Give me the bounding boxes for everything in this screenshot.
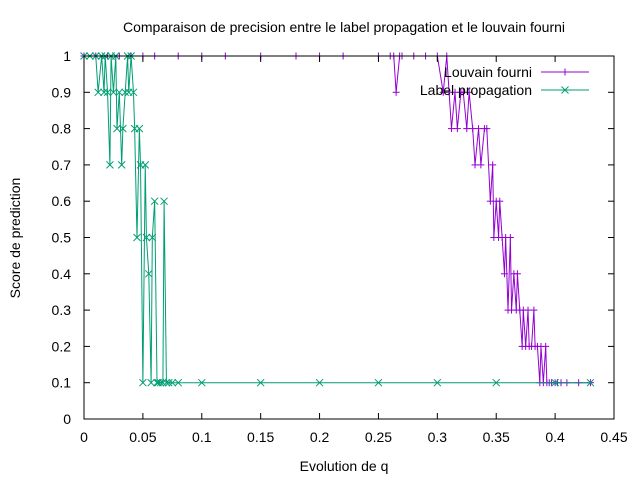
legend-marker-louvain-fourni bbox=[561, 68, 569, 76]
y-axis: 0 0.1 0.2 0.3 0.4 0.5 0.6 0.7 0.8 0.9 1 bbox=[52, 48, 614, 427]
data-point-louvain-fourni bbox=[506, 234, 514, 241]
data-point-label-propagation bbox=[197, 378, 206, 387]
data-point-label-propagation bbox=[135, 124, 144, 133]
x-tick-label: 0.3 bbox=[428, 429, 448, 445]
legend-label-louvain-fourni: Louvain fourni bbox=[444, 64, 532, 80]
y-tick-label: 1 bbox=[63, 48, 71, 64]
data-point-label-propagation bbox=[106, 161, 114, 169]
data-point-label-propagation bbox=[103, 88, 112, 97]
data-point-label-propagation bbox=[156, 378, 165, 387]
y-tick-label: 0 bbox=[63, 411, 71, 427]
data-point-label-propagation bbox=[162, 378, 171, 387]
x-tick-label: 0.35 bbox=[483, 429, 510, 445]
data-point-label-propagation bbox=[115, 88, 124, 97]
y-tick-label: 0.8 bbox=[52, 121, 72, 137]
data-point-label-propagation bbox=[100, 88, 108, 97]
data-point-label-propagation bbox=[121, 88, 130, 97]
data-point-louvain-fourni bbox=[524, 306, 532, 314]
x-tick-label: 0.05 bbox=[129, 429, 156, 445]
data-point-louvain-fourni bbox=[542, 342, 550, 350]
y-tick-label: 0.3 bbox=[52, 302, 72, 318]
x-tick-label: 0.25 bbox=[365, 429, 392, 445]
data-point-label-propagation bbox=[315, 378, 324, 387]
data-point-label-propagation bbox=[174, 378, 183, 387]
data-point-label-propagation bbox=[141, 161, 150, 169]
x-tick-label: 0.4 bbox=[545, 429, 565, 445]
data-point-label-propagation bbox=[256, 378, 265, 387]
y-tick-label: 0.7 bbox=[52, 157, 72, 173]
data-point-label-propagation bbox=[129, 88, 138, 97]
y-tick-label: 0.2 bbox=[52, 338, 72, 354]
data-point-label-propagation bbox=[142, 233, 151, 242]
series-line-label-propagation bbox=[84, 55, 591, 384]
legend-label-label-propagation: Label propagation bbox=[420, 82, 532, 98]
series-label-propagation bbox=[80, 52, 595, 387]
data-point-label-propagation bbox=[119, 124, 127, 133]
data-point-label-propagation bbox=[160, 197, 168, 206]
y-axis-label: Score de prediction bbox=[7, 178, 23, 299]
data-point-label-propagation bbox=[148, 233, 157, 242]
data-point-louvain-fourni bbox=[513, 270, 521, 278]
data-point-label-propagation bbox=[551, 378, 559, 387]
data-point-louvain-fourni bbox=[471, 161, 479, 169]
data-point-louvain-fourni bbox=[392, 88, 400, 96]
data-point-louvain-fourni bbox=[500, 270, 508, 278]
x-axis: 0 0.05 0.1 0.15 0.2 0.25 0.3 0.35 0.4 0.45 bbox=[80, 56, 628, 445]
x-tick-label: 0.1 bbox=[192, 429, 212, 445]
y-tick-label: 0.5 bbox=[52, 230, 72, 246]
y-tick-label: 0.1 bbox=[52, 375, 72, 391]
legend-marker-label-propagation bbox=[561, 86, 569, 94]
x-tick-label: 0.15 bbox=[247, 429, 274, 445]
x-tick-label: 0.2 bbox=[310, 429, 330, 445]
data-point-label-propagation bbox=[117, 161, 126, 169]
data-point-label-propagation bbox=[144, 269, 153, 278]
data-point-louvain-fourni bbox=[530, 306, 538, 314]
data-point-louvain-fourni bbox=[496, 197, 504, 205]
data-point-louvain-fourni bbox=[477, 161, 485, 169]
data-point-label-propagation bbox=[139, 378, 147, 387]
x-tick-label: 0.45 bbox=[600, 429, 627, 445]
legend: Louvain fourni Label propagation bbox=[420, 64, 589, 98]
x-axis-label: Evolution de q bbox=[300, 458, 389, 474]
series-line-louvain-fourni bbox=[84, 55, 591, 384]
data-point-louvain-fourni bbox=[465, 88, 473, 96]
data-point-louvain-fourni bbox=[475, 125, 483, 133]
data-point-louvain-fourni bbox=[489, 161, 497, 169]
data-point-louvain-fourni bbox=[445, 88, 453, 96]
data-point-louvain-fourni bbox=[486, 197, 494, 205]
data-point-louvain-fourni bbox=[483, 125, 491, 133]
data-point-label-propagation bbox=[168, 378, 177, 387]
data-point-louvain-fourni bbox=[439, 88, 447, 96]
x-tick-label: 0 bbox=[80, 429, 88, 445]
data-point-label-propagation bbox=[433, 378, 442, 387]
data-point-label-propagation bbox=[159, 378, 167, 387]
data-point-label-propagation bbox=[94, 88, 102, 97]
chart-title: Comparaison de precision entre le label … bbox=[123, 19, 565, 35]
series-layer bbox=[80, 52, 595, 387]
data-point-louvain-fourni bbox=[453, 125, 461, 133]
y-tick-label: 0.9 bbox=[52, 84, 72, 100]
data-point-label-propagation bbox=[113, 124, 121, 133]
data-point-label-propagation bbox=[153, 378, 161, 387]
data-point-label-propagation bbox=[492, 378, 501, 387]
data-point-label-propagation bbox=[109, 88, 118, 97]
y-tick-label: 0.4 bbox=[52, 266, 72, 282]
data-point-louvain-fourni bbox=[459, 88, 467, 96]
data-point-label-propagation bbox=[164, 378, 173, 387]
data-point-louvain-fourni bbox=[463, 125, 471, 133]
data-point-label-propagation bbox=[374, 378, 383, 387]
data-point-label-propagation bbox=[147, 378, 155, 387]
y-tick-label: 0.6 bbox=[52, 193, 72, 209]
data-point-louvain-fourni bbox=[469, 125, 477, 133]
data-point-label-propagation bbox=[586, 378, 595, 387]
series-louvain-fourni bbox=[80, 52, 594, 387]
data-point-louvain-fourni bbox=[447, 125, 455, 133]
data-point-label-propagation bbox=[133, 233, 141, 242]
data-point-louvain-fourni bbox=[451, 88, 459, 96]
data-point-label-propagation bbox=[150, 197, 159, 206]
